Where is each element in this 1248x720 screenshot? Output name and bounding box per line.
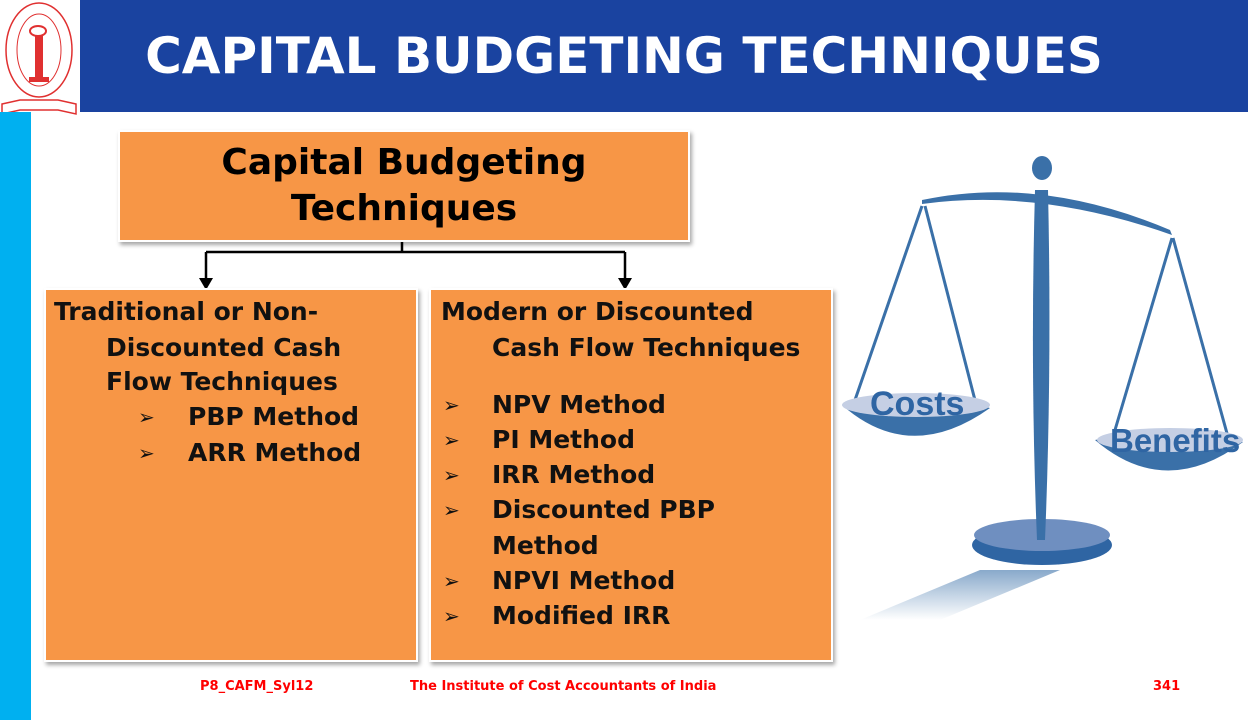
costs-label: Costs: [870, 385, 964, 423]
list-item-continuation: Method: [492, 531, 599, 560]
footer-course-code: P8_CAFM_Syl12: [200, 679, 314, 694]
list-item: NPV Method: [492, 390, 666, 419]
right-heading: Modern or Discounted: [441, 297, 754, 326]
root-line: Capital Budgeting: [221, 142, 587, 183]
sidebar-accent: [0, 112, 31, 720]
root-node: [118, 130, 690, 242]
right-heading: Cash Flow Techniques: [492, 333, 801, 362]
page-number: 341: [1153, 679, 1181, 694]
left-heading: Discounted Cash: [106, 333, 342, 362]
modern-techniques-node: [429, 288, 833, 662]
traditional-techniques-node: [44, 288, 418, 662]
list-item: NPVI Method: [492, 566, 676, 595]
list-item: IRR Method: [492, 460, 656, 489]
arrowhead-bullet-icon: ➢: [443, 604, 460, 628]
left-heading: Flow Techniques: [106, 367, 338, 396]
list-item: Modified IRR: [492, 601, 671, 630]
footer-institute: The Institute of Cost Accountants of Ind…: [410, 679, 717, 694]
arrowhead-bullet-icon: ➢: [138, 405, 155, 429]
balance-scale-illustration: Costs Benefits: [842, 156, 1243, 620]
list-item: ARR Method: [188, 438, 362, 467]
list-item: PI Method: [492, 425, 635, 454]
header-bar: [80, 0, 1248, 112]
page-title: CAPITAL BUDGETING TECHNIQUES: [145, 27, 1103, 85]
arrowhead-bullet-icon: ➢: [443, 393, 460, 417]
root-node-label: Capital Budgeting Techniques: [118, 140, 690, 232]
root-line: Techniques: [290, 188, 518, 229]
list-item: PBP Method: [188, 402, 360, 431]
arrowhead-bullet-icon: ➢: [138, 441, 155, 465]
arrowhead-bullet-icon: ➢: [443, 428, 460, 452]
left-heading: Traditional or Non-: [54, 297, 319, 326]
arrowhead-bullet-icon: ➢: [443, 498, 460, 522]
arrowhead-bullet-icon: ➢: [443, 569, 460, 593]
list-item: Discounted PBP: [492, 495, 715, 524]
arrowhead-bullet-icon: ➢: [443, 463, 460, 487]
benefits-label: Benefits: [1110, 422, 1240, 459]
